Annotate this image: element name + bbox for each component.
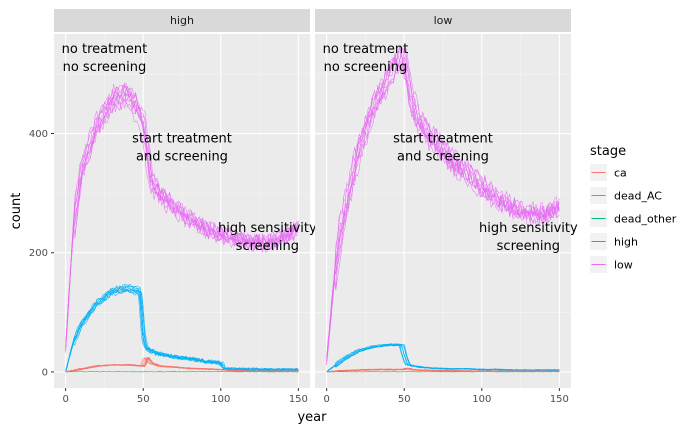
panel-high-strip-label: high — [170, 14, 194, 27]
low-line — [326, 47, 560, 358]
annotation-line: no screening — [63, 60, 147, 75]
panel-high: high no treatment no screening start treat… — [54, 9, 317, 405]
panel-high-strip — [54, 9, 310, 32]
low-line — [326, 49, 560, 364]
legend-entry-low: low — [590, 256, 633, 273]
ca-line — [326, 367, 560, 373]
x-axis-title: year — [297, 410, 327, 425]
y-axis-title: count — [9, 193, 24, 230]
annotation: start treatment and screening — [132, 131, 232, 164]
x-tick-label: 50 — [137, 394, 150, 405]
high-line — [65, 285, 299, 373]
ca-line — [65, 356, 299, 373]
annotation: no treatment no screening — [323, 42, 409, 75]
legend-entry-dead_AC: dead_AC — [590, 187, 662, 204]
legend-entry-dead_other: dead_other — [590, 210, 677, 227]
panel-low-x-axis: 0 50 100 150 — [323, 388, 569, 405]
x-tick-label: 150 — [550, 394, 569, 405]
panel-high-annotations: no treatment no screening start treatment a… — [62, 42, 317, 254]
low-line — [65, 92, 299, 347]
low-line — [326, 60, 560, 361]
annotation-line: and screening — [397, 149, 489, 164]
panel-low: low no treatment no screening start treatm… — [315, 9, 578, 405]
x-tick-label: 50 — [398, 394, 411, 405]
annotation-line: high sensitivity — [479, 221, 578, 236]
series-low — [65, 82, 299, 353]
series-ca — [65, 356, 299, 373]
low-line — [65, 86, 299, 347]
legend-label: ca — [614, 167, 627, 180]
legend-label: dead_other — [614, 213, 677, 226]
low-line — [65, 85, 299, 349]
annotation-line: screening — [236, 239, 299, 254]
panel-low-strip — [315, 9, 571, 32]
annotation-line: and screening — [136, 149, 228, 164]
annotation-line: no treatment — [62, 42, 148, 57]
annotation: high sensitivity screening — [218, 221, 317, 254]
annotation-line: start treatment — [393, 131, 493, 146]
annotation-line: high sensitivity — [218, 221, 317, 236]
legend-title: stage — [590, 144, 626, 159]
annotation: start treatment and screening — [393, 131, 493, 164]
series-high — [326, 343, 560, 373]
series-low — [326, 45, 560, 366]
x-tick-label: 100 — [472, 394, 491, 405]
annotation-line: no treatment — [323, 42, 409, 57]
high-line — [326, 344, 560, 373]
ca-line — [326, 367, 560, 373]
legend-entry-ca: ca — [590, 164, 627, 181]
panel-low-strip-label: low — [434, 14, 453, 27]
legend-label: low — [614, 259, 633, 272]
panel-high-series — [65, 82, 299, 373]
x-tick-label: 150 — [289, 394, 308, 405]
x-tick-label: 100 — [211, 394, 230, 405]
annotation: no treatment no screening — [62, 42, 148, 75]
panel-high-x-axis: 0 50 100 150 — [62, 388, 308, 405]
x-tick-label: 0 — [62, 394, 68, 405]
series-ca — [326, 367, 560, 373]
legend-label: dead_AC — [614, 190, 662, 203]
low-line — [65, 82, 299, 352]
annotation-line: start treatment — [132, 131, 232, 146]
legend-entry-high: high — [590, 233, 638, 250]
y-axis: 0 200 400 — [29, 129, 54, 378]
high-line — [65, 288, 299, 373]
low-line — [65, 98, 299, 353]
panel-low-series — [326, 45, 560, 373]
legend-label: high — [614, 236, 638, 249]
y-tick-label: 200 — [29, 248, 48, 259]
panel-low-annotations: no treatment no screening start treatment a… — [323, 42, 578, 254]
y-tick-label: 0 — [42, 367, 48, 378]
annotation-line: no screening — [324, 60, 408, 75]
annotation-line: screening — [497, 239, 560, 254]
y-tick-label: 400 — [29, 129, 48, 140]
x-tick-label: 0 — [323, 394, 329, 405]
low-line — [326, 62, 560, 363]
annotation: high sensitivity screening — [479, 221, 578, 254]
